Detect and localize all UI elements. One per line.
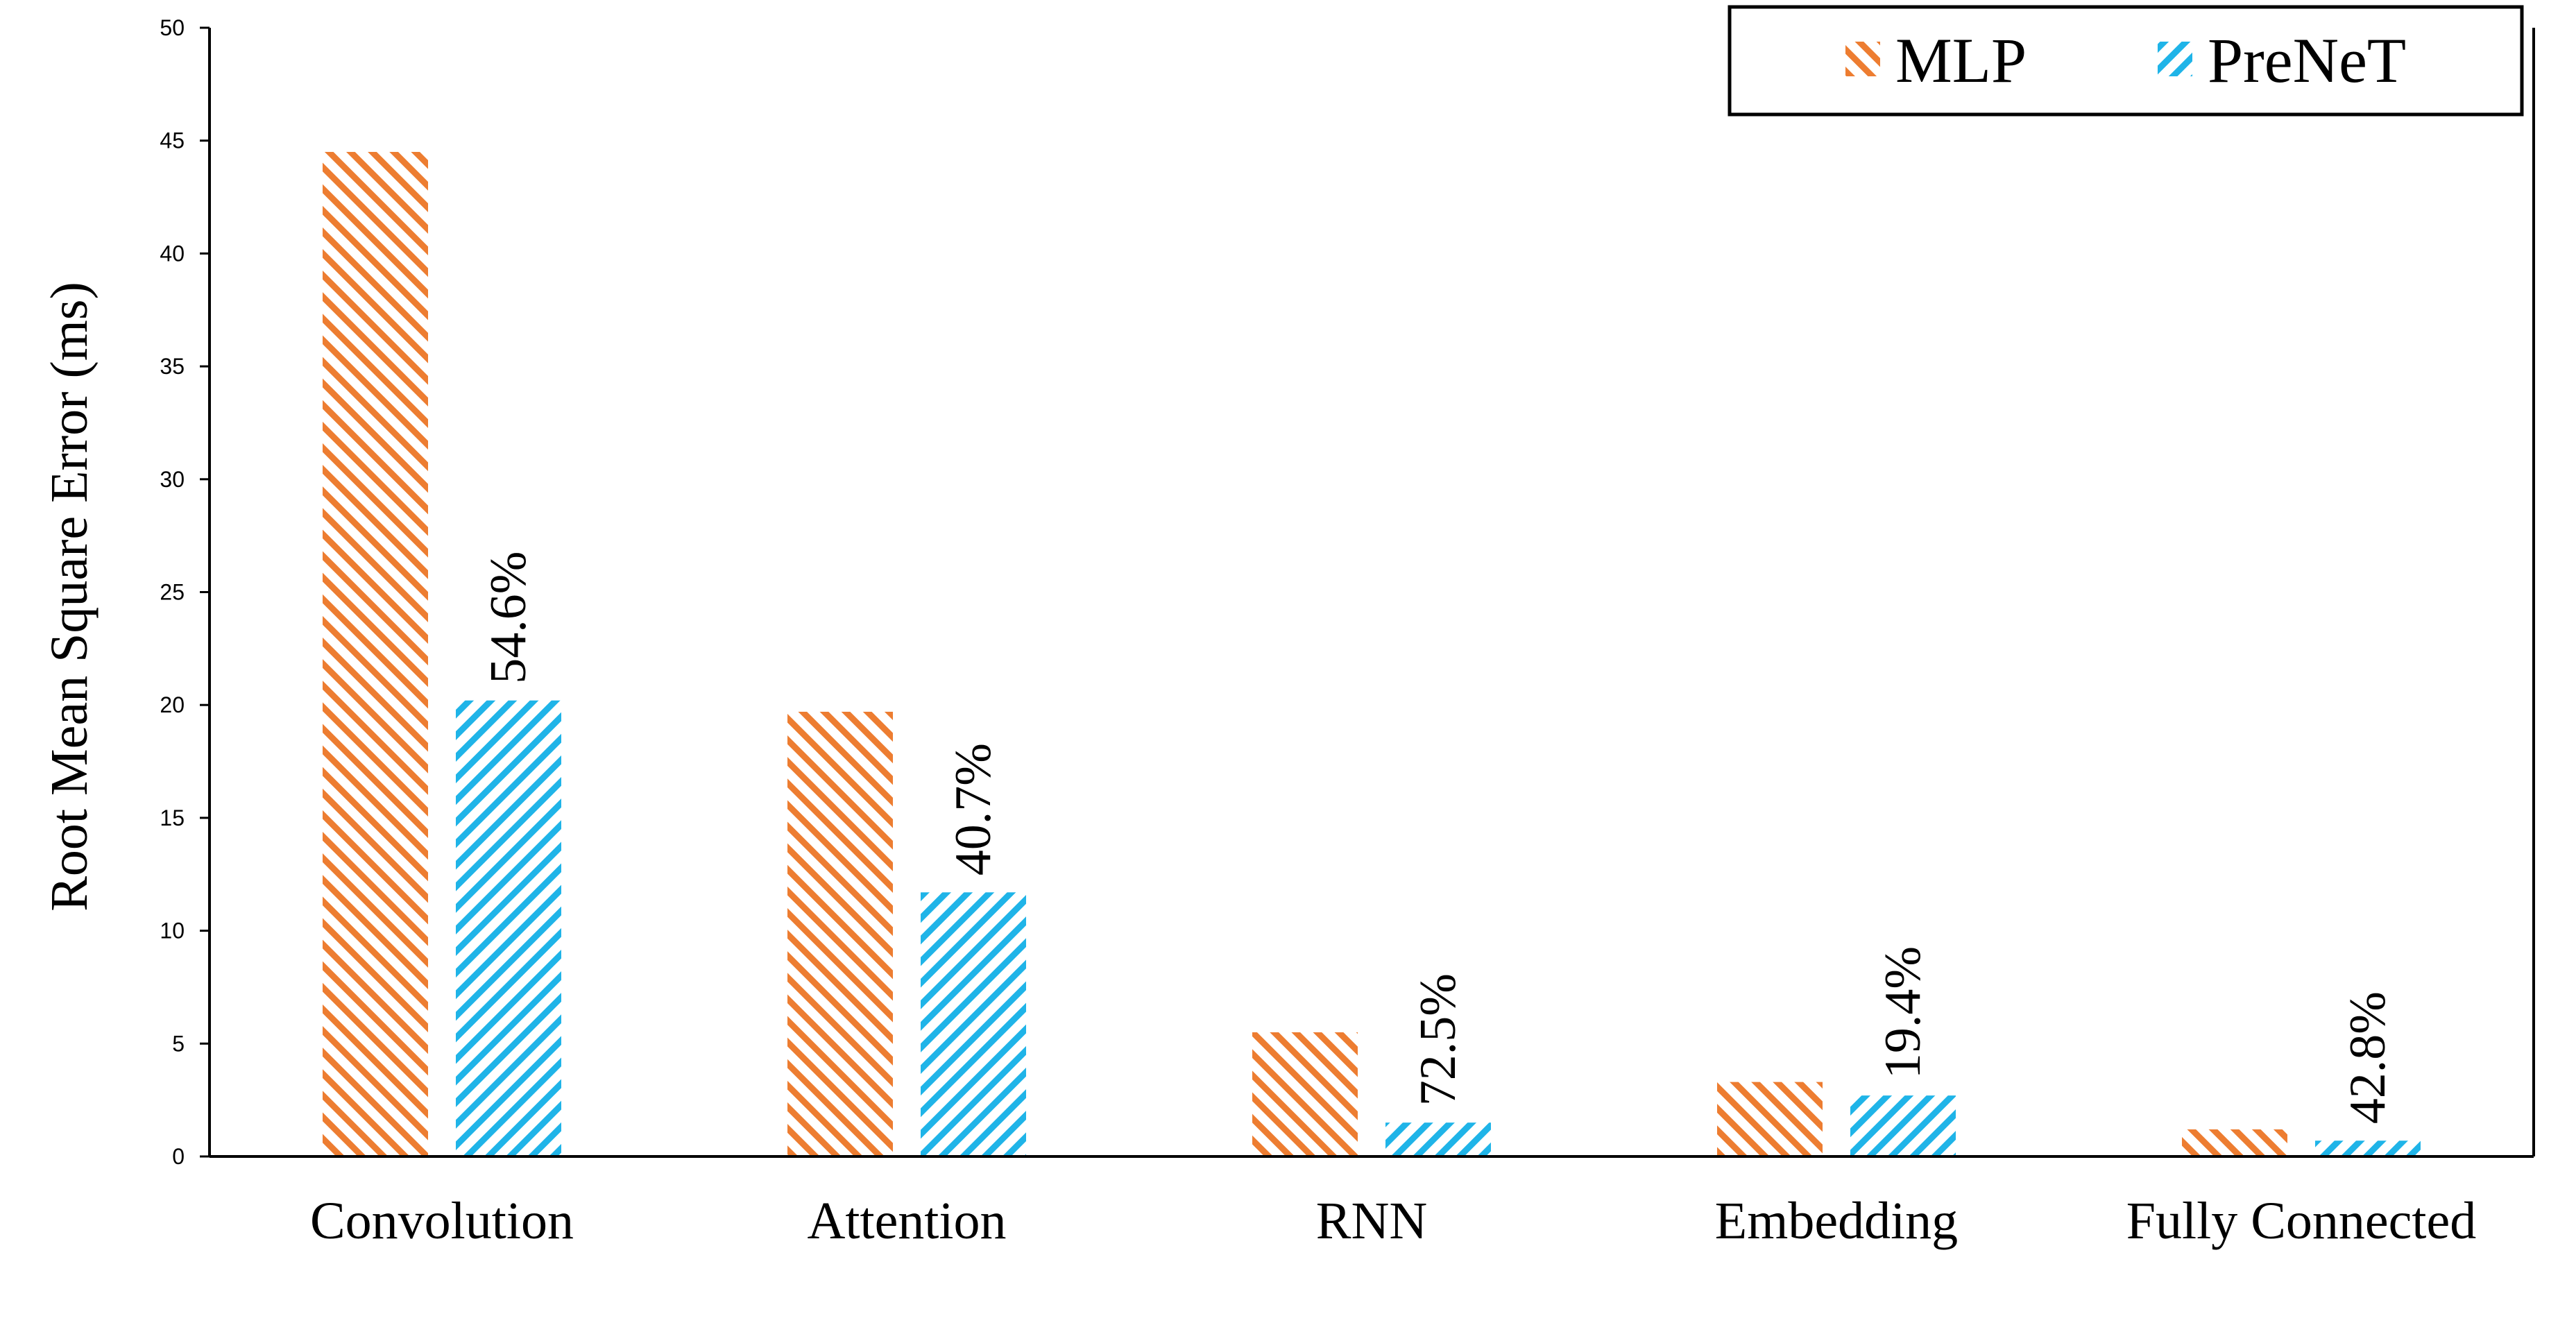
- bar-mlp-embedding: [1717, 1082, 1823, 1156]
- y-tick-label: 15: [160, 805, 185, 830]
- x-category-label: Attention: [807, 1192, 1006, 1250]
- y-tick-label: 0: [172, 1144, 185, 1169]
- y-axis-title: Root Mean Square Error (ms): [40, 282, 99, 912]
- bar-mlp-attention: [787, 711, 893, 1156]
- y-tick-label: 5: [172, 1031, 185, 1056]
- bar-prenet-rnn: [1385, 1122, 1491, 1156]
- bar-prenet-convolution: [456, 700, 561, 1156]
- y-tick-label: 35: [160, 354, 185, 379]
- x-category-label: RNN: [1316, 1192, 1427, 1250]
- y-tick-label: 30: [160, 467, 185, 492]
- bar-prenet-embedding: [1850, 1095, 1956, 1156]
- x-axis: Convolution Attention RNN Embedding Fully Co…: [210, 28, 2535, 1250]
- y-tick-label: 10: [160, 919, 185, 943]
- x-category-label: Fully Connected: [2126, 1192, 2477, 1250]
- y-tick-label: 25: [160, 580, 185, 605]
- improvement-label: 72.5%: [1410, 973, 1467, 1106]
- improvement-label: 40.7%: [945, 743, 1002, 876]
- legend-label-mlp: MLP: [1895, 25, 2027, 96]
- bar-mlp-rnn: [1252, 1032, 1358, 1156]
- improvement-label: 42.8%: [2339, 991, 2396, 1124]
- bars: [323, 151, 2421, 1157]
- improvement-label: 19.4%: [1875, 946, 1931, 1079]
- x-category-label: Convolution: [310, 1192, 574, 1250]
- bar-mlp-fully-connected: [2182, 1129, 2287, 1156]
- bar-mlp-convolution: [323, 151, 428, 1157]
- legend-label-prenet: PreNeT: [2208, 25, 2406, 96]
- legend: MLP PreNeT: [1728, 5, 2524, 117]
- data-labels: 54.6% 40.7% 72.5% 19.4% 42.8%: [480, 552, 2396, 1125]
- bar-prenet-attention: [921, 892, 1026, 1156]
- legend-swatch-prenet: [2158, 42, 2192, 76]
- bar-prenet-fully-connected: [2315, 1141, 2421, 1156]
- x-category-label: Embedding: [1715, 1192, 1958, 1250]
- legend-swatch-mlp: [1845, 42, 1880, 76]
- y-tick-label: 20: [160, 692, 185, 717]
- improvement-label: 54.6%: [480, 552, 537, 684]
- y-tick-label: 45: [160, 128, 185, 153]
- y-axis: 0 5 10 15 20 25 30 35 40 45 50: [160, 15, 211, 1169]
- y-tick-label: 40: [160, 241, 185, 266]
- y-tick-label: 50: [160, 15, 185, 40]
